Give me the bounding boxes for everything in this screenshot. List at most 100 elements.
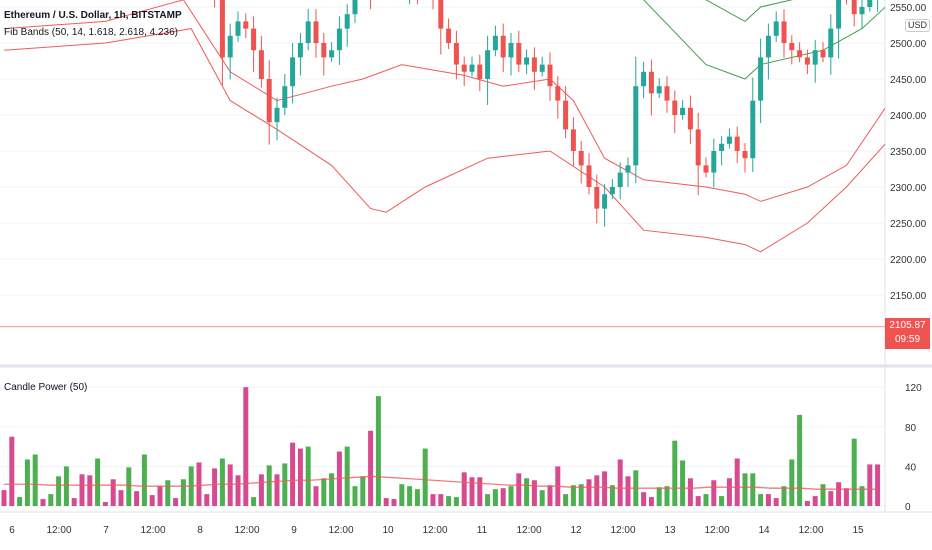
candle-body bbox=[485, 50, 491, 79]
power-bar bbox=[17, 497, 23, 506]
candle-body bbox=[695, 129, 701, 166]
candle-body bbox=[524, 57, 530, 65]
candle-body bbox=[305, 21, 311, 43]
power-bar bbox=[578, 484, 584, 506]
price-tick-label: 2450.00 bbox=[890, 75, 927, 86]
candle-body bbox=[781, 21, 787, 43]
power-bar bbox=[664, 486, 670, 506]
power-bar bbox=[547, 485, 553, 506]
time-tick-label: 12:00 bbox=[46, 525, 71, 536]
power-tick-label: 120 bbox=[905, 383, 922, 394]
time-tick-label: 6 bbox=[9, 525, 15, 536]
candle-body bbox=[687, 107, 693, 130]
candle-body bbox=[750, 100, 756, 159]
price-pane bbox=[3, 0, 885, 253]
candle-body bbox=[836, 0, 842, 29]
power-bar bbox=[297, 448, 303, 506]
power-tick-label: 40 bbox=[905, 462, 917, 473]
power-bar bbox=[867, 464, 873, 506]
price-tick-label: 2250.00 bbox=[890, 219, 927, 230]
candle-body bbox=[258, 50, 264, 79]
power-bar bbox=[524, 478, 530, 506]
power-bar bbox=[703, 494, 709, 506]
power-bar bbox=[282, 463, 288, 506]
time-tick-label: 9 bbox=[291, 525, 297, 536]
power-bar bbox=[24, 459, 30, 506]
candle-body bbox=[461, 64, 467, 72]
power-bar bbox=[648, 497, 654, 506]
power-bar bbox=[157, 486, 163, 506]
power-bar bbox=[313, 486, 319, 506]
candle-body bbox=[453, 43, 459, 65]
power-bar bbox=[352, 486, 358, 506]
indicator-legend[interactable]: Fib Bands (50, 14, 1.618, 2.618, 4.236) bbox=[4, 27, 179, 38]
power-bar bbox=[563, 494, 569, 506]
candle-body bbox=[734, 136, 740, 151]
power-bar bbox=[789, 459, 795, 506]
power-bar bbox=[71, 498, 77, 506]
candle-body bbox=[570, 129, 576, 151]
power-bar bbox=[290, 442, 296, 506]
candle-body bbox=[290, 57, 296, 87]
symbol-title[interactable]: Ethereum / U.S. Dollar, 1h, BITSTAMP bbox=[4, 10, 182, 21]
candle-body bbox=[719, 143, 725, 151]
candle-body bbox=[594, 187, 600, 209]
power-bar bbox=[258, 474, 264, 506]
candle-body bbox=[251, 28, 257, 51]
power-bar bbox=[594, 475, 600, 506]
candle-body bbox=[602, 194, 608, 209]
time-tick-label: 12:00 bbox=[516, 525, 541, 536]
candle-body bbox=[804, 57, 810, 65]
power-bar bbox=[446, 496, 452, 506]
power-bar bbox=[196, 462, 202, 506]
power-bar bbox=[383, 498, 389, 506]
time-tick-label: 12 bbox=[570, 525, 582, 536]
power-bar bbox=[804, 501, 810, 506]
power-bar bbox=[40, 499, 46, 506]
power-bar bbox=[321, 478, 327, 506]
power-bar bbox=[742, 473, 748, 506]
power-bar bbox=[422, 448, 428, 506]
candle-body bbox=[726, 136, 732, 144]
power-bar bbox=[368, 430, 374, 506]
candle-body bbox=[578, 151, 584, 166]
time-tick-label: 12:00 bbox=[422, 525, 447, 536]
power-bar bbox=[134, 491, 140, 506]
time-tick-label: 12:00 bbox=[140, 525, 165, 536]
power-bar bbox=[399, 484, 405, 506]
power-bar bbox=[750, 473, 756, 506]
candle-body bbox=[516, 43, 522, 65]
time-tick-label: 12:00 bbox=[704, 525, 729, 536]
power-bar bbox=[305, 446, 311, 506]
candle-body bbox=[563, 100, 569, 130]
power-bar bbox=[531, 480, 537, 506]
candle-body bbox=[703, 165, 709, 173]
candle-body bbox=[765, 35, 771, 58]
candle-body bbox=[758, 57, 764, 101]
candle-body bbox=[711, 151, 717, 173]
candle-body bbox=[641, 71, 647, 87]
lower-pane-title[interactable]: Candle Power (50) bbox=[4, 382, 88, 393]
candle-body bbox=[672, 100, 678, 115]
candle-body bbox=[446, 28, 452, 43]
candle-body bbox=[344, 14, 350, 29]
power-bar bbox=[758, 494, 764, 506]
power-bar bbox=[173, 498, 179, 506]
power-bar bbox=[602, 471, 608, 506]
currency-label[interactable]: USD bbox=[905, 19, 931, 32]
power-bar bbox=[360, 476, 366, 506]
power-bar bbox=[274, 474, 280, 506]
power-bar bbox=[586, 479, 592, 506]
candle-body bbox=[243, 21, 249, 29]
power-bar bbox=[266, 465, 272, 506]
candle-body bbox=[828, 28, 834, 58]
power-bar bbox=[430, 494, 436, 506]
power-bar bbox=[141, 454, 147, 506]
candle-body bbox=[438, 0, 444, 29]
candle-body bbox=[812, 50, 818, 65]
candle-body bbox=[547, 64, 553, 87]
power-bar bbox=[212, 468, 218, 506]
candle-body bbox=[797, 50, 803, 58]
power-ma-line bbox=[4, 475, 878, 490]
